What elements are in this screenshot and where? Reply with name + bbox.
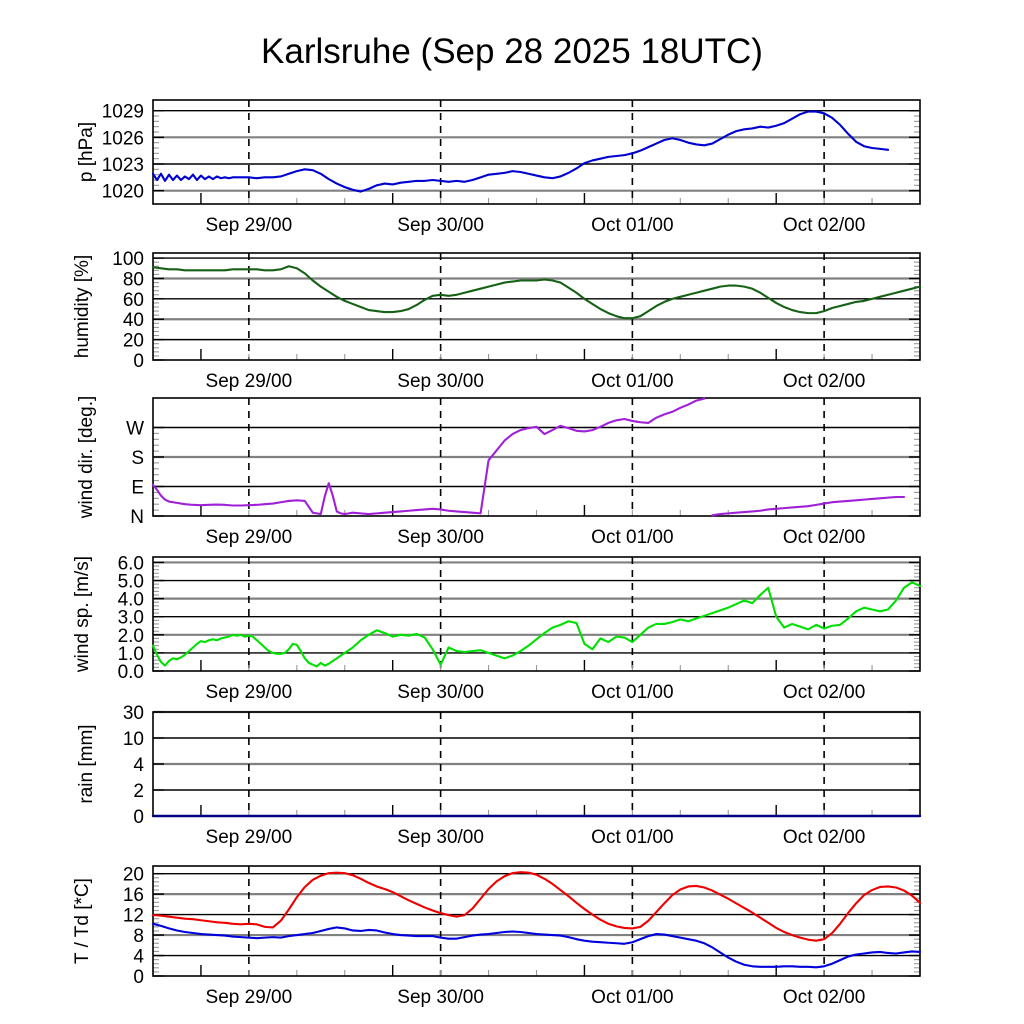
x-tick-label: Sep 30/00 — [397, 215, 484, 236]
y-tick-label: 40 — [123, 310, 144, 331]
x-tick-label: Sep 30/00 — [397, 682, 484, 703]
x-tick-label: Oct 02/00 — [783, 527, 865, 548]
x-tick-label: Oct 01/00 — [591, 682, 673, 703]
y-tick-label: N — [130, 507, 144, 528]
y-tick-label: 0 — [133, 807, 144, 828]
y-axis-title: wind dir. [deg.] — [76, 396, 97, 520]
x-tick-label: Sep 29/00 — [206, 987, 293, 1008]
panel-wind_speed: 0.01.02.03.04.05.06.0 wind sp. [m/s] Sep 2… — [72, 553, 922, 703]
y-axis-title: humidity [%] — [72, 255, 93, 358]
y-tick-label: 8 — [133, 926, 144, 947]
y-tick-label: 20 — [123, 331, 144, 352]
y-tick-label: 0 — [133, 967, 144, 988]
y-tick-label: 12 — [123, 906, 144, 927]
x-tick-label: Oct 02/00 — [783, 987, 865, 1008]
panel-frame — [152, 252, 921, 361]
series-dd — [711, 495, 906, 517]
y-tick-label: 1029 — [102, 102, 144, 123]
x-tick-label: Sep 30/00 — [397, 527, 484, 548]
y-tick-label: 16 — [123, 885, 144, 906]
y-tick-label: 4 — [133, 947, 144, 968]
x-tick-label: Sep 30/00 — [397, 827, 484, 848]
page-title: Karlsruhe (Sep 28 2025 18UTC) — [261, 32, 763, 71]
x-tick-label: Oct 01/00 — [591, 371, 673, 392]
y-tick-label: E — [131, 478, 144, 499]
y-tick-label: 4.0 — [118, 590, 144, 611]
y-tick-label: 30 — [123, 703, 144, 724]
y-axis-title: wind sp. [m/s] — [72, 556, 93, 673]
y-tick-label: 80 — [123, 269, 144, 290]
y-tick-label: S — [131, 448, 144, 469]
y-tick-label: 1023 — [102, 155, 144, 176]
x-tick-label: Sep 29/00 — [206, 827, 293, 848]
series-T — [151, 871, 922, 942]
y-tick-label: 100 — [112, 249, 144, 270]
y-tick-label: 4 — [133, 755, 144, 776]
series-ff — [151, 581, 922, 668]
panel-frame — [152, 397, 921, 517]
y-tick-label: 10 — [123, 729, 144, 750]
panel-frame — [152, 556, 921, 672]
x-tick-label: Oct 01/00 — [591, 987, 673, 1008]
x-tick-label: Oct 02/00 — [783, 827, 865, 848]
y-tick-label: 3.0 — [118, 608, 144, 629]
x-tick-label: Oct 02/00 — [783, 371, 865, 392]
y-tick-label: 1020 — [102, 182, 144, 203]
y-tick-label: 2 — [133, 781, 144, 802]
series-rh — [151, 265, 922, 320]
y-tick-label: 2.0 — [118, 626, 144, 647]
x-tick-label: Sep 29/00 — [206, 682, 293, 703]
panel-frame — [152, 865, 921, 977]
panel-frame — [152, 99, 921, 205]
x-tick-label: Sep 29/00 — [206, 371, 293, 392]
y-tick-label: 0 — [133, 351, 144, 372]
y-axis-title: p [hPa] — [76, 122, 97, 182]
x-tick-label: Sep 30/00 — [397, 371, 484, 392]
y-tick-label: 6.0 — [118, 553, 144, 574]
x-tick-label: Oct 01/00 — [591, 527, 673, 548]
y-tick-label: W — [126, 419, 144, 440]
y-axis-title: rain [mm] — [76, 724, 97, 803]
y-tick-label: 1.0 — [118, 644, 144, 665]
y-tick-label: 20 — [123, 865, 144, 886]
panel-rain: 0 2 4 10 30 rain [mm] Sep 29/00 Sep 30/00 Oct 01… — [76, 703, 922, 848]
y-tick-label: 1026 — [102, 128, 144, 149]
x-tick-label: Oct 01/00 — [591, 827, 673, 848]
x-tick-label: Oct 02/00 — [783, 682, 865, 703]
y-axis-title: T / Td [*C] — [72, 878, 93, 964]
series-p — [151, 110, 890, 193]
x-tick-label: Sep 29/00 — [206, 527, 293, 548]
x-tick-label: Sep 30/00 — [397, 987, 484, 1008]
y-tick-label: 0.0 — [118, 662, 144, 683]
x-tick-label: Sep 29/00 — [206, 215, 293, 236]
series-dd — [151, 397, 706, 516]
x-tick-label: Oct 02/00 — [783, 215, 865, 236]
x-tick-label: Oct 01/00 — [591, 215, 673, 236]
y-tick-label: 5.0 — [118, 572, 144, 593]
series-Td — [151, 922, 922, 969]
y-tick-label: 60 — [123, 290, 144, 311]
